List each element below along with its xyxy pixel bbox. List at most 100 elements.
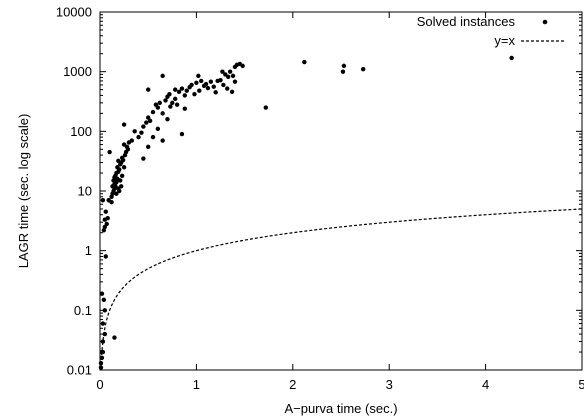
data-point <box>167 91 172 97</box>
data-point <box>121 142 127 147</box>
data-point <box>150 109 156 115</box>
data-point <box>104 221 109 227</box>
data-point <box>101 228 107 233</box>
data-point <box>114 191 119 196</box>
data-point <box>141 124 146 129</box>
data-point <box>150 134 156 140</box>
data-point <box>100 198 106 203</box>
data-point <box>215 78 220 84</box>
data-point <box>194 80 199 86</box>
data-point <box>146 87 151 92</box>
data-point <box>197 88 202 93</box>
data-point <box>144 120 149 125</box>
x-tick-label: 4 <box>482 377 489 392</box>
data-point <box>170 100 175 106</box>
y-tick-label: 10 <box>78 184 92 199</box>
y-tick-labels: 0.01 0.1 1 10 100 1000 10000 <box>56 5 92 378</box>
data-point <box>208 79 214 84</box>
data-point <box>179 131 185 137</box>
data-point <box>116 186 121 191</box>
data-point <box>174 102 180 107</box>
axis-ticks <box>99 11 583 371</box>
data-point <box>139 130 144 135</box>
data-point <box>105 216 110 221</box>
data-point <box>213 90 218 95</box>
data-point <box>220 69 225 74</box>
data-point <box>360 67 366 72</box>
data-point <box>98 361 104 366</box>
data-point <box>119 173 125 178</box>
legend-label-solved-instances: Solved instances <box>417 14 516 29</box>
data-point <box>160 73 165 79</box>
data-point <box>109 199 114 205</box>
data-point <box>103 254 108 259</box>
data-point <box>302 59 307 65</box>
data-point <box>196 73 201 79</box>
x-tick-label: 1 <box>193 377 200 392</box>
data-point <box>226 74 231 80</box>
data-point <box>189 82 194 88</box>
data-point <box>240 63 245 69</box>
x-tick-label: 2 <box>289 377 296 392</box>
data-point <box>205 85 211 91</box>
data-point <box>155 105 161 110</box>
x-tick-labels: 0 1 2 3 4 5 <box>96 377 584 392</box>
data-point <box>121 165 127 170</box>
data-point <box>119 155 125 161</box>
data-point <box>121 122 127 127</box>
data-point <box>232 79 238 84</box>
data-point <box>155 126 161 132</box>
data-point <box>168 104 173 109</box>
data-point <box>179 86 185 91</box>
data-point <box>100 339 106 344</box>
data-point <box>211 84 216 89</box>
data-point <box>340 69 346 74</box>
data-point <box>157 100 162 106</box>
data-point <box>341 63 347 69</box>
data-point <box>227 69 233 74</box>
data-point <box>115 165 120 170</box>
y-tick-label: 1000 <box>63 64 92 79</box>
y-tick-label: 100 <box>70 124 92 139</box>
x-axis-label: A−purva time (sec.) <box>284 401 397 416</box>
data-point <box>192 91 197 97</box>
data-point <box>102 308 108 313</box>
y-tick-label: 0.1 <box>74 303 92 318</box>
data-point <box>182 93 188 98</box>
data-point <box>163 98 168 103</box>
data-point <box>172 87 178 92</box>
data-point <box>221 82 226 88</box>
data-point <box>116 158 121 164</box>
y-tick-label: 0.01 <box>67 363 92 378</box>
plot-area-frame <box>99 11 583 371</box>
data-point <box>101 297 107 303</box>
x-tick-label: 0 <box>96 377 103 392</box>
y-axis-label: LAGR time (sec. log scale) <box>16 114 31 269</box>
data-point <box>99 355 105 361</box>
data-point <box>184 88 189 93</box>
legend-marker-solved-instances <box>542 19 548 25</box>
y-tick-label: 1 <box>85 243 92 258</box>
data-point <box>102 331 108 337</box>
data-point <box>165 116 170 122</box>
data-point <box>99 291 105 296</box>
data-point <box>230 73 236 79</box>
data-point <box>146 144 151 150</box>
data-point <box>182 106 188 111</box>
data-point <box>136 134 141 140</box>
data-point <box>172 96 178 102</box>
data-point <box>203 81 209 87</box>
data-point <box>103 209 108 214</box>
data-point <box>112 182 117 187</box>
x-tick-label: 5 <box>578 377 584 392</box>
data-point <box>147 118 153 124</box>
data-point <box>263 105 269 110</box>
data-point <box>129 138 135 143</box>
data-point <box>223 72 228 77</box>
data-point <box>225 86 230 91</box>
data-point <box>509 55 514 61</box>
scatter-points <box>98 55 514 370</box>
series-line-y-equals-x <box>100 208 583 371</box>
data-point <box>98 365 104 370</box>
